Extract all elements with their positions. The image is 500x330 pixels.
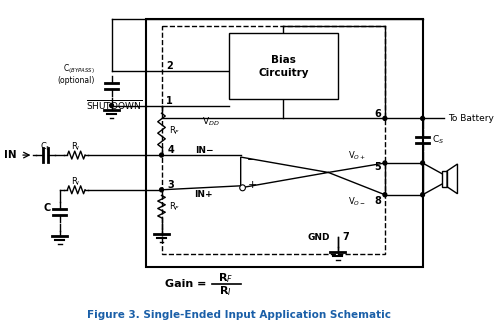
Text: R$_I$: R$_I$ [71,176,81,188]
Text: 4: 4 [167,145,174,155]
Text: 2: 2 [166,61,173,71]
Text: Circuitry: Circuitry [258,68,309,78]
Text: $\overline{\rm SHUTDOWN}$: $\overline{\rm SHUTDOWN}$ [86,99,141,113]
Text: 8: 8 [374,196,381,206]
Text: C: C [43,203,51,213]
Text: Gain =: Gain = [166,279,210,289]
Text: To Battery: To Battery [448,114,494,123]
Circle shape [240,185,246,191]
Text: IN−: IN− [194,146,213,155]
Text: V$_{DD}$: V$_{DD}$ [202,115,220,128]
Circle shape [420,116,424,120]
Text: 5: 5 [374,162,380,172]
Circle shape [160,153,164,157]
Text: 3: 3 [167,180,174,190]
Text: GND: GND [308,233,330,242]
Text: IN+: IN+ [194,190,213,199]
Text: R$_F$: R$_F$ [218,271,233,285]
Circle shape [383,161,387,165]
Circle shape [383,193,387,197]
Text: 7: 7 [342,232,349,243]
Text: R$_I$: R$_I$ [71,141,81,153]
Text: R$_F$: R$_F$ [169,200,180,213]
Bar [162,26,385,254]
Bar [146,19,422,267]
Circle shape [383,116,387,120]
Circle shape [420,193,424,197]
Text: R$_I$: R$_I$ [219,284,232,298]
Text: V$_{O−}$: V$_{O−}$ [348,195,366,208]
Text: C$_S$: C$_S$ [432,134,444,147]
Circle shape [420,161,424,165]
Circle shape [160,188,164,192]
Text: Bias: Bias [271,55,296,65]
Circle shape [110,104,114,108]
Text: 1: 1 [166,96,173,106]
Text: C$_1$: C$_1$ [40,141,51,153]
Text: (optional): (optional) [57,76,94,85]
Text: 6: 6 [374,110,380,119]
Text: +: + [248,180,256,190]
Text: IN: IN [4,150,16,160]
Text: Figure 3. Single-Ended Input Application Schematic: Figure 3. Single-Ended Input Application… [87,310,391,320]
Text: C$_{(BYPASS)}$: C$_{(BYPASS)}$ [63,62,94,76]
Text: V$_{O+}$: V$_{O+}$ [348,150,366,162]
Bar [442,171,447,187]
Bar [230,33,338,99]
Text: R$_F$: R$_F$ [169,124,180,137]
Text: −: − [248,155,256,165]
